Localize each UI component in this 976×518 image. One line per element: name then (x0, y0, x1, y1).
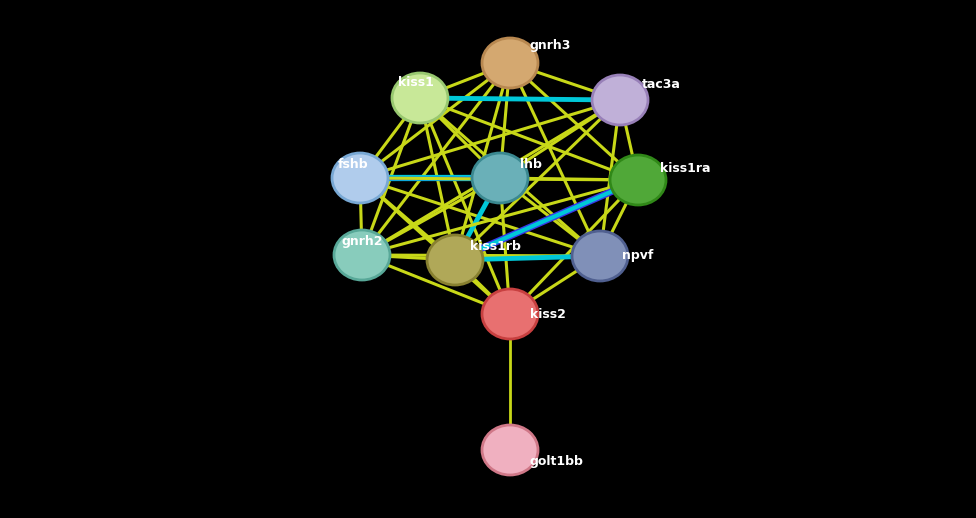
Ellipse shape (472, 153, 528, 203)
Text: kiss2: kiss2 (530, 308, 566, 321)
Text: lhb: lhb (520, 157, 542, 170)
Text: kiss1: kiss1 (398, 76, 434, 89)
Ellipse shape (392, 73, 448, 123)
Ellipse shape (427, 235, 483, 285)
Ellipse shape (572, 231, 628, 281)
Ellipse shape (592, 75, 648, 125)
Ellipse shape (334, 230, 390, 280)
Text: npvf: npvf (622, 250, 653, 263)
Ellipse shape (482, 38, 538, 88)
Text: tac3a: tac3a (642, 78, 681, 91)
Text: fshb: fshb (338, 157, 369, 170)
Text: golt1bb: golt1bb (530, 455, 584, 468)
Ellipse shape (610, 155, 666, 205)
Text: gnrh3: gnrh3 (530, 39, 571, 52)
Ellipse shape (332, 153, 388, 203)
Text: kiss1rb: kiss1rb (470, 239, 521, 252)
Ellipse shape (482, 425, 538, 475)
Text: gnrh2: gnrh2 (342, 235, 384, 248)
Text: kiss1ra: kiss1ra (660, 162, 711, 175)
Ellipse shape (482, 289, 538, 339)
